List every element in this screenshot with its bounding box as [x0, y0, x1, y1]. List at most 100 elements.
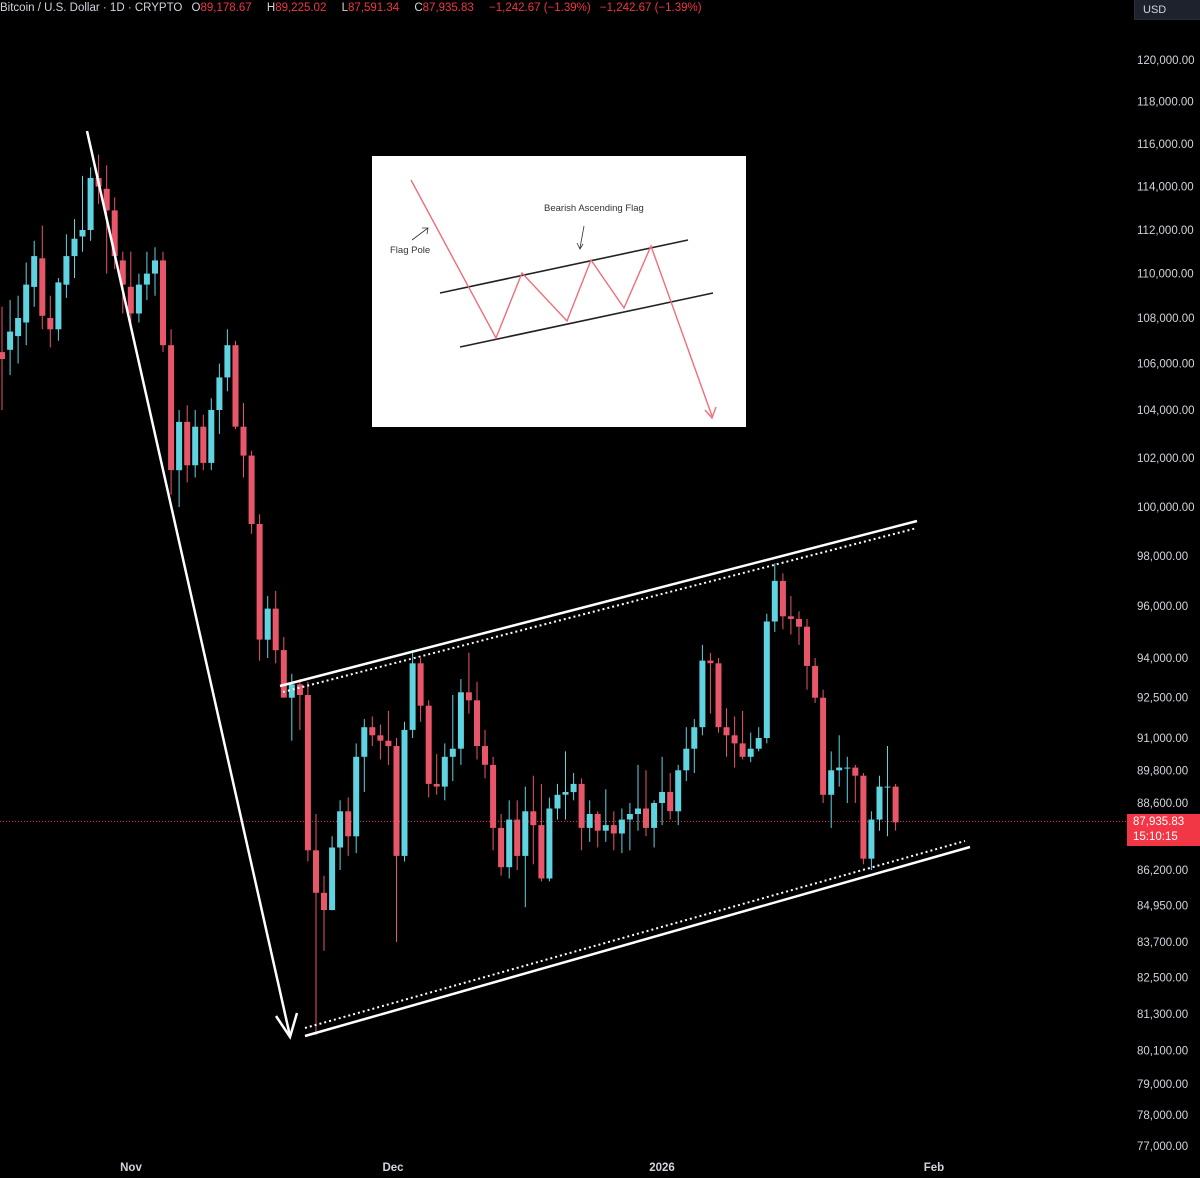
candle[interactable] [707, 652, 714, 714]
candle[interactable] [844, 756, 851, 803]
candle[interactable] [739, 711, 746, 760]
candle[interactable] [667, 773, 674, 820]
candle[interactable] [63, 234, 70, 298]
candle[interactable] [119, 251, 126, 314]
candle[interactable] [280, 637, 287, 698]
candle[interactable] [586, 800, 593, 842]
candle[interactable] [659, 756, 666, 826]
candle[interactable] [498, 814, 505, 876]
candle[interactable] [288, 673, 295, 741]
candle[interactable] [892, 783, 899, 831]
candle[interactable] [304, 681, 311, 862]
candle[interactable] [860, 773, 867, 865]
candle[interactable] [643, 770, 649, 837]
candle[interactable] [852, 764, 859, 803]
candle[interactable] [184, 405, 191, 483]
candle[interactable] [0, 306, 5, 410]
candle[interactable] [425, 700, 432, 798]
candle[interactable] [200, 414, 207, 471]
candle[interactable] [594, 811, 601, 848]
candle[interactable] [804, 618, 810, 690]
candle[interactable] [457, 679, 464, 765]
candle[interactable] [820, 689, 827, 803]
candle[interactable] [691, 719, 698, 773]
candle[interactable] [465, 652, 472, 714]
candle[interactable] [345, 797, 352, 856]
lower-channel-line[interactable] [304, 845, 971, 1038]
candle[interactable] [385, 711, 392, 765]
candle[interactable] [562, 751, 569, 820]
candle[interactable] [313, 814, 319, 1036]
candle[interactable] [490, 756, 497, 851]
candle[interactable] [216, 363, 223, 434]
candle[interactable] [763, 613, 770, 744]
candle[interactable] [377, 724, 384, 760]
candle[interactable] [7, 300, 14, 376]
candle[interactable] [699, 644, 706, 736]
candle[interactable] [675, 764, 682, 826]
candle[interactable] [747, 732, 754, 763]
candle[interactable] [796, 611, 802, 645]
candle[interactable] [152, 247, 158, 296]
candle[interactable] [208, 398, 215, 471]
candle[interactable] [361, 719, 368, 792]
currency-selector[interactable]: USD [1134, 0, 1200, 20]
candle[interactable] [353, 743, 360, 854]
candle[interactable] [433, 754, 440, 795]
candle[interactable] [570, 773, 577, 801]
candle[interactable] [474, 681, 480, 760]
candle[interactable] [240, 403, 247, 478]
candle[interactable] [441, 743, 448, 801]
candle[interactable] [15, 295, 22, 364]
candle[interactable] [160, 251, 166, 353]
candle[interactable] [168, 329, 175, 495]
candle[interactable] [143, 251, 150, 301]
candle[interactable] [876, 775, 883, 831]
candle[interactable] [23, 262, 30, 346]
candle[interactable] [31, 240, 38, 307]
candle[interactable] [87, 167, 94, 241]
candle[interactable] [248, 450, 255, 534]
candle[interactable] [329, 836, 336, 911]
candle[interactable] [836, 735, 843, 787]
candle[interactable] [39, 225, 46, 330]
candle[interactable] [127, 251, 134, 327]
candle[interactable] [256, 514, 263, 661]
upper-channel-line[interactable] [279, 519, 918, 688]
candle[interactable] [683, 727, 690, 782]
candle[interactable] [651, 800, 658, 848]
candle[interactable] [417, 658, 424, 722]
candle[interactable] [546, 797, 553, 882]
candle[interactable] [522, 786, 529, 908]
candle[interactable] [192, 410, 199, 478]
candle[interactable] [272, 590, 279, 664]
candle[interactable] [812, 658, 819, 703]
candle[interactable] [369, 716, 376, 746]
candle[interactable] [884, 746, 891, 837]
candle[interactable] [602, 789, 609, 842]
candle[interactable] [779, 573, 786, 630]
candle[interactable] [232, 340, 239, 430]
symbol-title[interactable]: Bitcoin / U.S. Dollar · 1D · CRYPTO [0, 2, 183, 14]
candle[interactable] [176, 410, 183, 507]
candle[interactable] [828, 751, 835, 828]
candle[interactable] [755, 727, 762, 752]
candle[interactable] [618, 808, 625, 854]
candle[interactable] [731, 716, 738, 768]
candle[interactable] [79, 175, 86, 252]
candle[interactable] [135, 273, 142, 323]
flag-pole-arrow-line[interactable] [85, 130, 292, 1037]
candle[interactable] [868, 811, 875, 870]
candle[interactable] [296, 679, 303, 730]
candle[interactable] [393, 738, 400, 942]
candle[interactable] [530, 775, 537, 865]
candle[interactable] [71, 219, 78, 278]
candle[interactable] [554, 783, 561, 820]
candle[interactable] [401, 721, 408, 862]
candle[interactable] [514, 800, 521, 870]
candle[interactable] [610, 811, 617, 851]
candle[interactable] [715, 658, 722, 733]
candle[interactable] [47, 295, 54, 348]
candle[interactable] [55, 278, 62, 341]
